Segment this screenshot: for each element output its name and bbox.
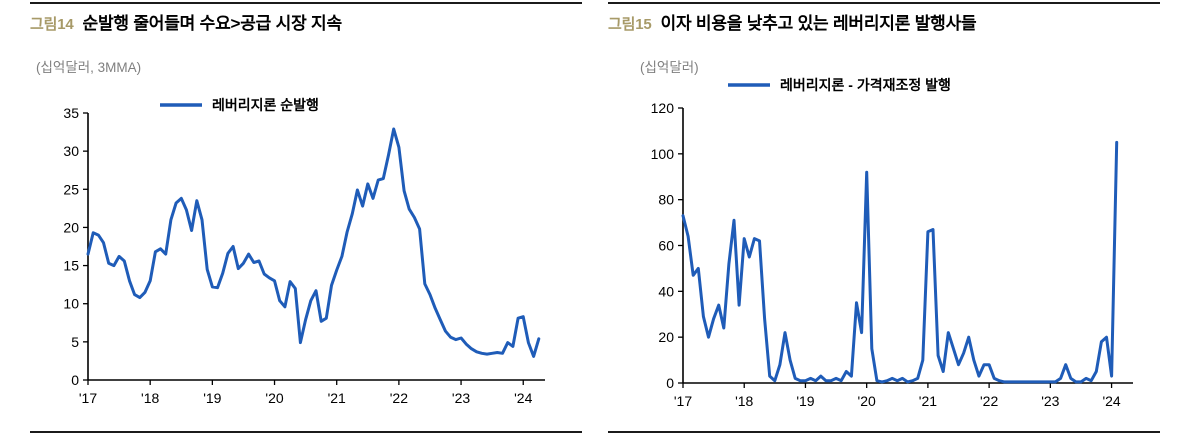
- unit-label: (십억달러): [640, 60, 699, 75]
- svg-text:'24: '24: [514, 390, 532, 406]
- svg-text:120: 120: [651, 100, 675, 116]
- svg-text:25: 25: [63, 181, 79, 197]
- svg-text:'18: '18: [141, 390, 159, 406]
- svg-text:100: 100: [651, 146, 675, 162]
- svg-text:'19: '19: [203, 390, 221, 406]
- top-rule: [608, 2, 1160, 4]
- figure-title-text: 이자 비용을 낮추고 있는 레버리지론 발행사들: [660, 14, 977, 33]
- top-rule: [30, 2, 582, 4]
- svg-text:'21: '21: [919, 393, 937, 409]
- line-chart-repricing-issuance: 0 20 40 60 80 100 120 '17 '18 '19 '20 '21 '22 '23 '24 레…: [651, 77, 1133, 409]
- svg-text:'17: '17: [674, 393, 692, 409]
- svg-text:5: 5: [71, 334, 79, 350]
- figure-title-text: 순발행 줄어들며 수요>공급 시장 지속: [82, 14, 343, 33]
- svg-text:'21: '21: [328, 390, 346, 406]
- svg-text:'19: '19: [796, 393, 814, 409]
- figure-title: 그림14 순발행 줄어들며 수요>공급 시장 지속: [30, 9, 342, 34]
- svg-text:'23: '23: [452, 390, 470, 406]
- svg-text:35: 35: [63, 105, 79, 121]
- svg-text:'22: '22: [980, 393, 998, 409]
- figure-panel-left: 그림14 순발행 줄어들며 수요>공급 시장 지속 (십억달러, 3MMA) 0 5…: [30, 0, 582, 436]
- svg-text:레버리지론 - 가격재조정 발행: 레버리지론 - 가격재조정 발행: [780, 77, 951, 93]
- bottom-rule: [608, 431, 1160, 433]
- figure-number: 그림15: [608, 16, 652, 33]
- bottom-rule: [30, 431, 582, 433]
- svg-text:'24: '24: [1102, 393, 1120, 409]
- figure-number: 그림14: [30, 16, 74, 33]
- figure-title: 그림15 이자 비용을 낮추고 있는 레버리지론 발행사들: [608, 9, 977, 34]
- svg-text:'17: '17: [79, 390, 97, 406]
- svg-text:'20: '20: [265, 390, 283, 406]
- svg-text:'18: '18: [735, 393, 753, 409]
- svg-text:'20: '20: [858, 393, 876, 409]
- svg-text:30: 30: [63, 143, 79, 159]
- line-chart-net-issuance: 0 5 10 15 20 25 30 35 '17 '18 '19 '20 '21 '22 '23 '24 레버…: [63, 97, 545, 406]
- unit-label: (십억달러, 3MMA): [36, 60, 142, 75]
- svg-text:20: 20: [63, 219, 79, 235]
- svg-text:10: 10: [63, 296, 79, 312]
- svg-text:15: 15: [63, 258, 79, 274]
- svg-text:0: 0: [666, 375, 674, 391]
- svg-text:0: 0: [71, 372, 79, 388]
- figure-panel-right: 그림15 이자 비용을 낮추고 있는 레버리지론 발행사들 (십억달러) 0 20 4…: [608, 0, 1160, 436]
- svg-text:40: 40: [658, 283, 674, 299]
- svg-text:20: 20: [658, 329, 674, 345]
- svg-text:'23: '23: [1041, 393, 1059, 409]
- svg-text:'22: '22: [390, 390, 408, 406]
- svg-text:80: 80: [658, 192, 674, 208]
- svg-text:60: 60: [658, 238, 674, 254]
- svg-text:레버리지론 순발행: 레버리지론 순발행: [212, 97, 319, 113]
